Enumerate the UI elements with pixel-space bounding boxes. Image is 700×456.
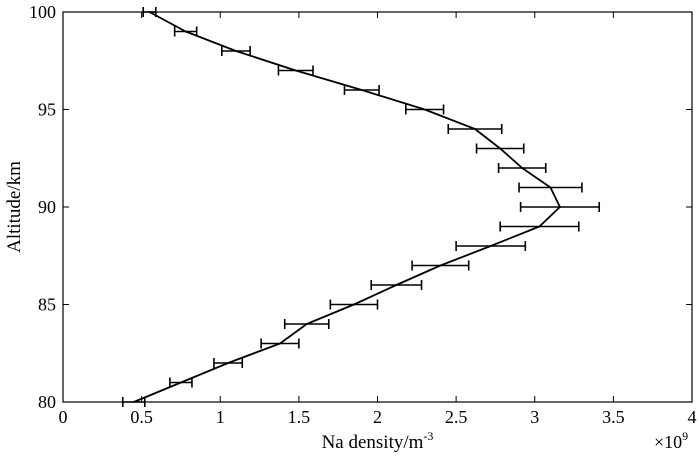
- x-tick-label: 1.5: [288, 407, 311, 427]
- x-axis-ticks: 0 0.5 1 1.5 2 2.5 3 3.5 4: [59, 12, 697, 427]
- x-tick-label: 3.5: [602, 407, 625, 427]
- y-tick-label: 85: [38, 295, 56, 315]
- x-tick-label: 0.5: [130, 407, 153, 427]
- x-axis-label-text: Na density/m: [322, 432, 424, 453]
- y-tick-label: 95: [38, 100, 56, 120]
- x-tick-label: 3: [530, 407, 539, 427]
- y-tick-label: 90: [38, 197, 56, 217]
- x-axis-multiplier-base: ×10: [654, 432, 682, 452]
- x-axis-label-superscript: -3: [423, 429, 433, 443]
- x-axis-multiplier-exponent: 9: [682, 429, 688, 443]
- density-profile-line: [133, 11, 561, 403]
- x-tick-label: 2.5: [445, 407, 468, 427]
- x-tick-label: 1: [216, 407, 225, 427]
- x-axis-multiplier: ×109: [654, 429, 688, 452]
- y-axis-ticks: 80 85 90 95 100: [29, 2, 692, 412]
- y-tick-label: 100: [29, 2, 56, 22]
- x-tick-label: 4: [688, 407, 697, 427]
- y-axis-label: Altitude/km: [4, 161, 25, 253]
- x-tick-label: 0: [59, 407, 68, 427]
- y-tick-label: 80: [38, 392, 56, 412]
- series-group: [133, 11, 561, 403]
- x-tick-label: 2: [373, 407, 382, 427]
- x-axis-label: Na density/m-3: [322, 429, 434, 453]
- error-bars: [121, 7, 601, 407]
